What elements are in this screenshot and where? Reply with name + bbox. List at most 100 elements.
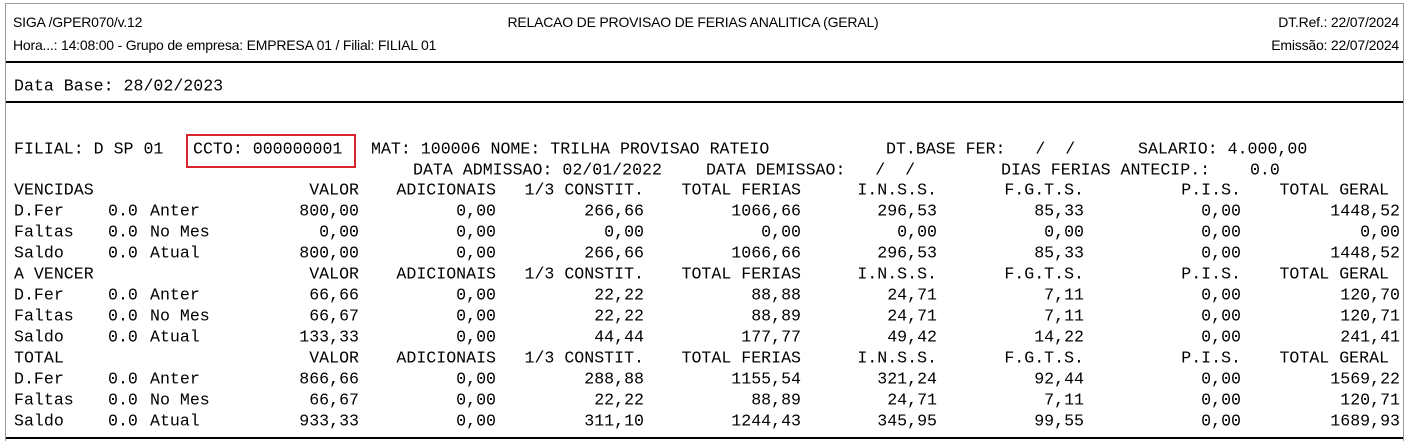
cell-value: 0,00 xyxy=(1201,327,1241,347)
cell-value: 22,22 xyxy=(594,306,644,326)
cell-value: 22,22 xyxy=(594,390,644,410)
column-header: ADICIONAIS xyxy=(396,180,496,200)
cell-value: 0,00 xyxy=(1201,306,1241,326)
cell-value: 866,66 xyxy=(299,369,359,389)
row-label: Faltas xyxy=(14,222,74,242)
cell-value: 24,71 xyxy=(887,306,937,326)
column-header: F.G.T.S. xyxy=(1004,264,1084,284)
column-header: I.N.S.S. xyxy=(857,180,937,200)
column-header: 1/3 CONSTIT. xyxy=(524,264,645,284)
cell-value: 88,88 xyxy=(751,285,801,305)
cell-value: 85,33 xyxy=(1034,201,1084,221)
row-label: 0.0 xyxy=(108,201,138,221)
row-label: 0.0 xyxy=(108,390,138,410)
cell-value: 24,71 xyxy=(887,390,937,410)
cell-value: 296,53 xyxy=(877,243,937,263)
header-info: Hora...: 14:08:00 - Grupo de empresa: EM… xyxy=(13,37,437,53)
cell-value: 44,44 xyxy=(594,327,644,347)
cell-value: 1689,93 xyxy=(1330,411,1400,431)
column-header: 1/3 CONSTIT. xyxy=(524,180,645,200)
row-label: Atual xyxy=(150,411,200,431)
cell-value: 66,66 xyxy=(309,285,359,305)
program-id: SIGA /GPER070/v.12 xyxy=(13,14,143,30)
row-label: Anter xyxy=(150,285,200,305)
cell-value: 22,22 xyxy=(594,285,644,305)
cell-value: 296,53 xyxy=(877,201,937,221)
column-header: TOTAL GERAL xyxy=(1279,180,1389,200)
column-header: ADICIONAIS xyxy=(396,264,496,284)
cell-value: 7,11 xyxy=(1044,390,1084,410)
emission-date: Emissão: 22/07/2024 xyxy=(1271,37,1399,53)
frame-left xyxy=(5,3,6,441)
column-header: F.G.T.S. xyxy=(1004,348,1084,368)
cell-value: 0,00 xyxy=(1201,201,1241,221)
cell-value: 0,00 xyxy=(456,390,496,410)
column-header: TOTAL FERIAS xyxy=(681,180,802,200)
cell-value: 345,95 xyxy=(877,411,937,431)
cell-value: 120,70 xyxy=(1340,285,1400,305)
column-header: I.N.S.S. xyxy=(857,348,937,368)
cell-value: 66,67 xyxy=(309,390,359,410)
cell-value: 0,00 xyxy=(1201,369,1241,389)
row-label: 0.0 xyxy=(108,285,138,305)
cell-value: 0,00 xyxy=(456,306,496,326)
cell-value: 1066,66 xyxy=(731,201,801,221)
section-title: A VENCER xyxy=(14,264,94,284)
cell-value: 0,00 xyxy=(1360,222,1400,242)
column-header: TOTAL GERAL xyxy=(1279,264,1389,284)
row-label: Faltas xyxy=(14,390,74,410)
cell-value: 1448,52 xyxy=(1330,201,1400,221)
cell-value: 49,42 xyxy=(887,327,937,347)
cell-value: 177,77 xyxy=(741,327,801,347)
employee-field: CCTO: 000000001 xyxy=(193,139,343,159)
column-header: ADICIONAIS xyxy=(396,348,496,368)
row-label: Atual xyxy=(150,243,200,263)
cell-value: 241,41 xyxy=(1340,327,1400,347)
cell-value: 311,10 xyxy=(584,411,644,431)
cell-value: 88,89 xyxy=(751,306,801,326)
cell-value: 0,00 xyxy=(1201,411,1241,431)
cell-value: 0,00 xyxy=(456,411,496,431)
cell-value: 7,11 xyxy=(1044,306,1084,326)
cell-value: 0,00 xyxy=(604,222,644,242)
column-header: VALOR xyxy=(309,180,359,200)
row-label: Saldo xyxy=(14,411,64,431)
row-label: 0.0 xyxy=(108,306,138,326)
row-label: No Mes xyxy=(150,306,210,326)
employee-field: DIAS FERIAS ANTECIP.: 0.0 xyxy=(1001,160,1280,180)
cell-value: 0,00 xyxy=(319,222,359,242)
row-label: Anter xyxy=(150,201,200,221)
ccto-highlight xyxy=(186,134,356,168)
row-label: 0.0 xyxy=(108,369,138,389)
report-title: RELACAO DE PROVISAO DE FERIAS ANALITICA … xyxy=(507,14,879,30)
column-header: TOTAL FERIAS xyxy=(681,264,802,284)
cell-value: 933,33 xyxy=(299,411,359,431)
column-header: 1/3 CONSTIT. xyxy=(524,348,645,368)
cell-value: 800,00 xyxy=(299,243,359,263)
employee-field: MAT: 100006 NOME: TRILHA PROVISAO RATEIO xyxy=(371,139,770,159)
cell-value: 120,71 xyxy=(1340,306,1400,326)
cell-value: 7,11 xyxy=(1044,285,1084,305)
column-header: TOTAL GERAL xyxy=(1279,348,1389,368)
cell-value: 0,00 xyxy=(1201,390,1241,410)
section-title: TOTAL xyxy=(14,348,64,368)
cell-value: 92,44 xyxy=(1034,369,1084,389)
row-label: D.Fer xyxy=(14,201,64,221)
cell-value: 14,22 xyxy=(1034,327,1084,347)
row-label: 0.0 xyxy=(108,222,138,242)
cell-value: 321,24 xyxy=(877,369,937,389)
cell-value: 0,00 xyxy=(456,201,496,221)
column-header: P.I.S. xyxy=(1181,264,1241,284)
frame-top xyxy=(5,3,1404,4)
employee-field: FILIAL: D SP 01 xyxy=(14,139,164,159)
row-label: No Mes xyxy=(150,222,210,242)
cell-value: 288,88 xyxy=(584,369,644,389)
cell-value: 133,33 xyxy=(299,327,359,347)
employee-field: SALARIO: 4.000,00 xyxy=(1138,139,1308,159)
cell-value: 99,55 xyxy=(1034,411,1084,431)
row-label: Atual xyxy=(150,327,200,347)
data-base: Data Base: 28/02/2023 xyxy=(14,76,224,96)
row-label: 0.0 xyxy=(108,411,138,431)
cell-value: 266,66 xyxy=(584,243,644,263)
